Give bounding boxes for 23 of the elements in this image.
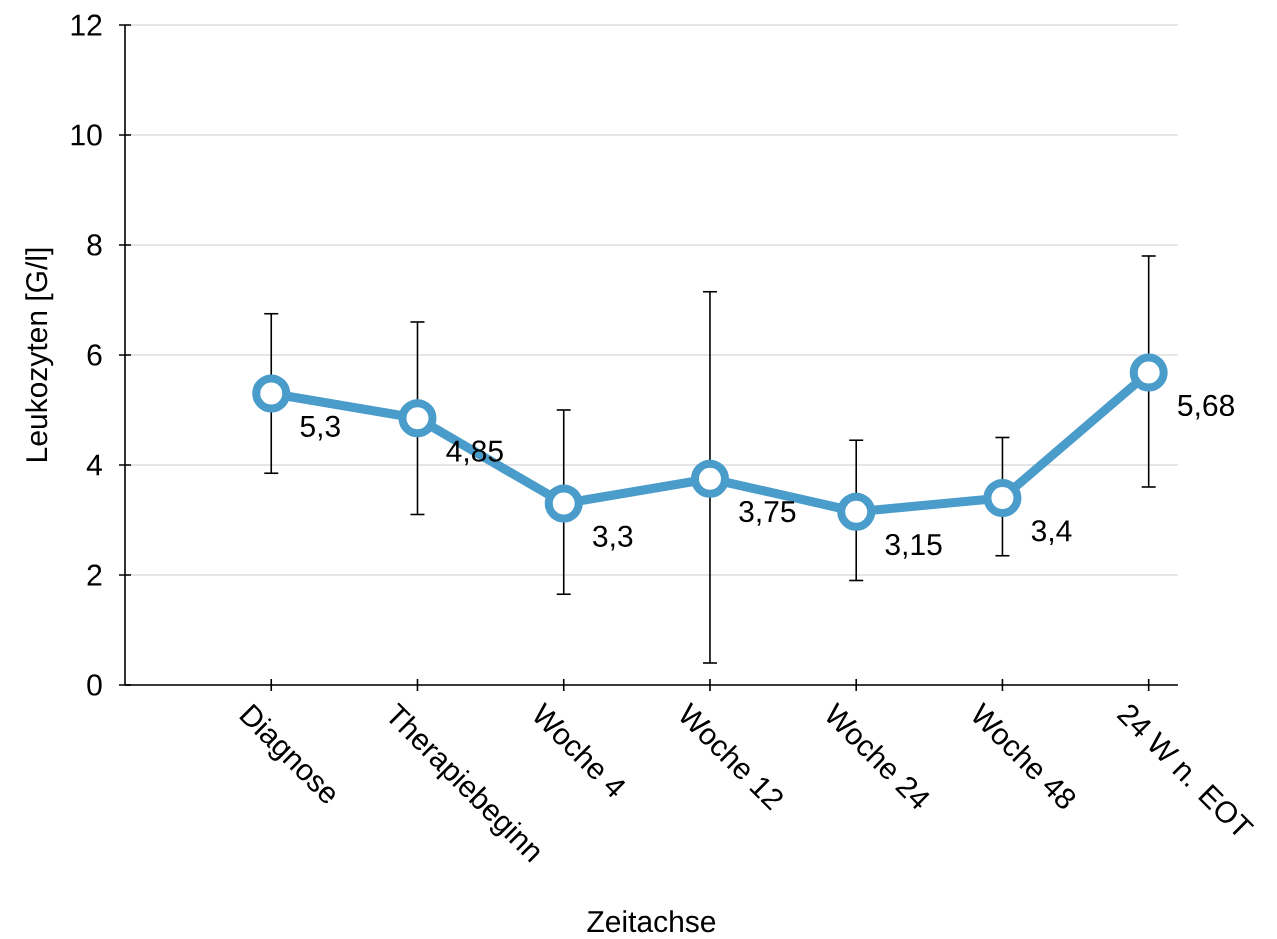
point — [398, 399, 437, 438]
y-tick-label: 0 — [87, 674, 102, 696]
data-label: 3,4 — [1031, 520, 1072, 545]
y-tick-label: 12 — [71, 14, 102, 36]
point — [983, 478, 1022, 517]
y-tick-label: 4 — [86, 454, 102, 476]
data-label: 3,75 — [739, 500, 796, 526]
y-tick-label: 6 — [87, 344, 102, 366]
x-tick-label: 24 W n. EOT — [1116, 704, 1255, 836]
y-axis-title: Leukozyten [G/l] — [25, 248, 54, 461]
data-label: 3,3 — [593, 525, 633, 551]
y-tick-label: 8 — [87, 234, 102, 256]
y-tick-label: 2 — [87, 564, 102, 586]
y-tick-label: 10 — [71, 124, 102, 146]
point — [1129, 353, 1168, 392]
data-label: 3,15 — [885, 533, 942, 559]
point — [544, 484, 583, 523]
point — [252, 374, 291, 413]
data-label: 5,68 — [1178, 394, 1234, 420]
x-axis-title: Zeitachse — [587, 910, 716, 933]
data-label: 5,3 — [300, 415, 340, 441]
point — [690, 459, 729, 498]
point — [837, 492, 876, 531]
